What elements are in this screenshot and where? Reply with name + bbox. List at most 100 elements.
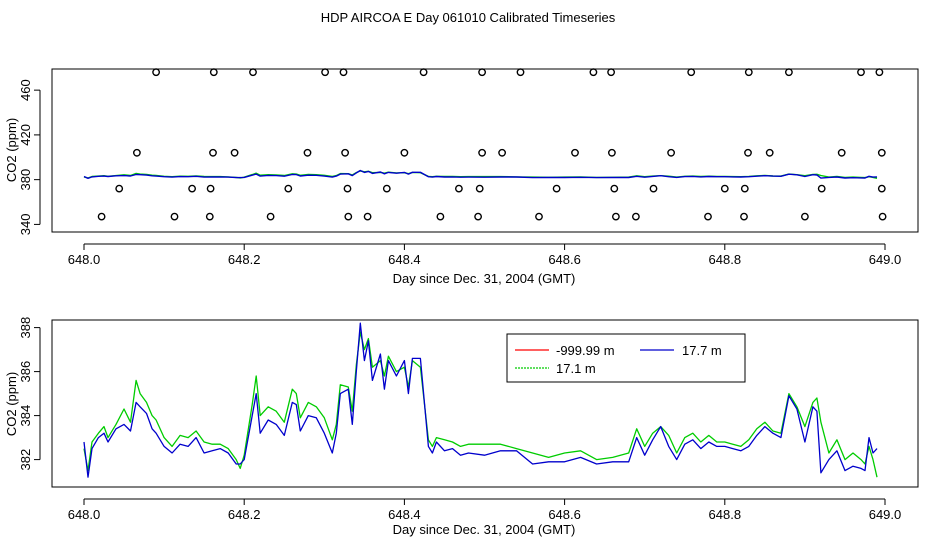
series-line-17.7-m [83, 322, 878, 478]
calibration-point [817, 184, 826, 193]
calibration-point [720, 184, 729, 193]
calibration-point [205, 212, 214, 221]
calibration-point [419, 68, 428, 77]
calibration-point [801, 212, 809, 221]
top-x-tick-label: 648.2 [228, 252, 261, 267]
calibration-points-group [97, 68, 887, 221]
calibration-point [649, 184, 658, 193]
legend-label-series-3: 17.7 m [682, 343, 722, 358]
calibration-point [610, 184, 619, 193]
x-axis-label-bottom: Day since Dec. 31, 2004 (GMT) [393, 522, 576, 537]
calibration-point [857, 68, 865, 77]
top-x-tick-label: 649.0 [869, 252, 902, 267]
x-axis-top: 648.0 648.2 648.4 648.6 648.8 649.0 [68, 243, 902, 267]
calibration-point [478, 68, 486, 77]
calibration-point [249, 68, 257, 77]
calibration-point [339, 68, 348, 77]
calibration-point [704, 212, 712, 221]
calibration-point [321, 68, 329, 77]
top-x-tick-label: 648.4 [388, 252, 421, 267]
calibration-point [740, 184, 749, 193]
calibration-point [341, 148, 349, 157]
calibration-point [687, 68, 696, 77]
calibration-point [785, 68, 793, 77]
calibration-point [400, 148, 409, 157]
calibration-point [667, 148, 675, 157]
calibration-point [343, 184, 352, 193]
calibration-point [552, 184, 561, 193]
x-axis-bottom: 648.0 648.2 648.4 648.6 648.8 649.0 [68, 498, 902, 522]
panel-top: 648.0 648.2 648.4 648.6 648.8 649.0 340 380 420… [4, 68, 919, 286]
calibration-point [152, 68, 161, 77]
top-y-tick-label: 420 [18, 124, 33, 146]
top-x-tick-label: 648.0 [68, 252, 101, 267]
calibration-point [875, 68, 884, 77]
calibration-point [632, 212, 640, 221]
calibration-point [209, 68, 218, 77]
calibration-point [303, 148, 312, 157]
calibration-point [436, 212, 445, 221]
calibration-point [612, 212, 620, 221]
legend-label-series-2: 17.1 m [556, 361, 596, 376]
legend-box [506, 333, 746, 383]
top-y-tick-label: 380 [18, 169, 33, 191]
bottom-y-tick-label: 384 [18, 405, 33, 427]
top-y-tick-label: 340 [18, 214, 33, 236]
bottom-y-tick-label: 386 [18, 361, 33, 383]
calibration-point [97, 212, 106, 221]
calibration-point [877, 184, 886, 193]
y-axis-label-top: CO2 (ppm) [4, 118, 19, 182]
calibration-point [744, 148, 752, 157]
calibration-point [475, 184, 484, 193]
calibration-point [188, 184, 197, 193]
series-line-17.1-m [83, 331, 878, 478]
calibration-point [382, 184, 391, 193]
bottom-x-tick-label: 648.2 [228, 507, 261, 522]
y-axis-top: 340 380 420 460 [18, 79, 41, 236]
calibration-point [478, 148, 486, 157]
calibration-point [344, 212, 353, 221]
bottom-x-tick-label: 648.6 [548, 507, 581, 522]
calibration-point [284, 184, 293, 193]
plot-frame-top [51, 68, 919, 233]
calibration-point [607, 68, 615, 77]
calibration-point [877, 148, 886, 157]
calibration-point [363, 212, 372, 221]
calibration-point [266, 212, 275, 221]
calibration-point [230, 148, 239, 157]
series-group-top [83, 169, 878, 179]
calibration-point [206, 184, 215, 193]
top-x-tick-label: 648.8 [709, 252, 742, 267]
calibration-point [765, 148, 774, 157]
bottom-x-tick-label: 648.4 [388, 507, 421, 522]
calibration-point [209, 148, 217, 157]
calibration-point [535, 212, 543, 221]
calibration-point [744, 68, 753, 77]
top-x-tick-label: 648.6 [548, 252, 581, 267]
calibration-point [589, 68, 598, 77]
y-axis-bottom: 382 384 386 388 [18, 317, 41, 471]
series-group-bottom [83, 322, 878, 478]
calibration-point [132, 148, 141, 157]
calibration-point [170, 212, 179, 221]
y-axis-label-bottom: CO2 (ppm) [4, 372, 19, 436]
top-series-line [83, 169, 878, 179]
calibration-point [516, 68, 525, 77]
calibration-point [878, 212, 887, 221]
calibration-point [837, 148, 846, 157]
legend: -999.99 m 17.1 m 17.7 m [506, 333, 746, 383]
bottom-x-tick-label: 648.0 [68, 507, 101, 522]
legend-label-series-1: -999.99 m [556, 343, 615, 358]
calibration-point [498, 148, 506, 157]
calibration-point [740, 212, 748, 221]
calibration-point [454, 184, 463, 193]
x-axis-label-top: Day since Dec. 31, 2004 (GMT) [393, 271, 576, 286]
calibration-point [608, 148, 616, 157]
calibration-point [115, 184, 124, 193]
plot-frame-bottom [51, 319, 919, 488]
bottom-y-tick-label: 382 [18, 449, 33, 471]
figure-title: HDP AIRCOA E Day 061010 Calibrated Times… [321, 10, 616, 25]
calibration-point [571, 148, 579, 157]
bottom-x-tick-label: 649.0 [869, 507, 902, 522]
